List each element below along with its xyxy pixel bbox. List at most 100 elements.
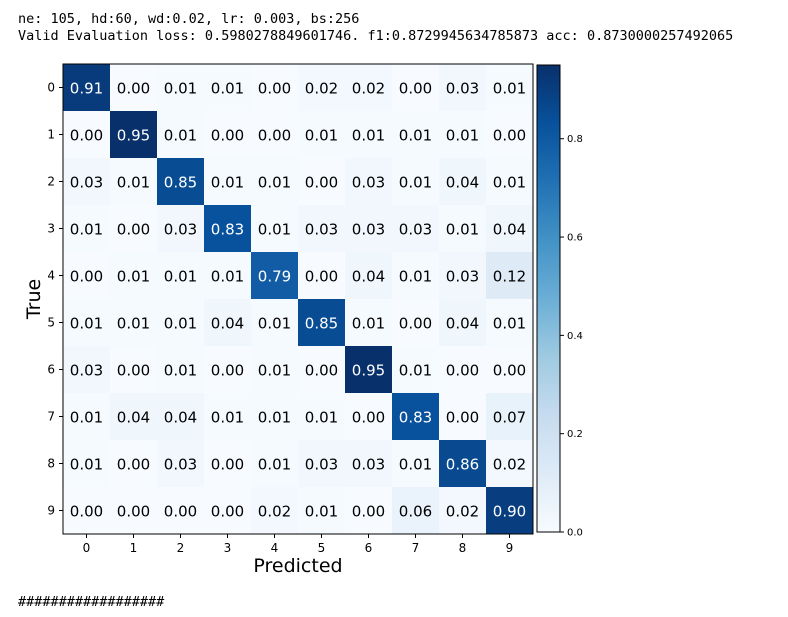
x-tick-label: 1 xyxy=(130,541,138,555)
cell-value-label: 0.00 xyxy=(446,409,479,427)
x-tick-label: 9 xyxy=(506,541,514,555)
cell-value-label: 0.01 xyxy=(352,127,385,145)
cell-value-label: 0.00 xyxy=(399,315,432,333)
colorbar-ticks: 0.0 0.2 0.4 0.6 0.8 xyxy=(560,134,583,539)
y-axis-ticks: 0 1 2 3 4 5 6 7 8 9 xyxy=(47,81,63,518)
cell-value-label: 0.00 xyxy=(70,503,103,521)
heatmap-cell xyxy=(345,158,392,205)
cell-value-label: 0.01 xyxy=(164,127,197,145)
heatmap-cells: 0.91 0.00 0.01 0.01 0.00 0.02 0.02 0.00 0.03 0.01… xyxy=(63,64,533,534)
cell-value-label: 0.01 xyxy=(305,409,338,427)
heatmap-cell xyxy=(157,393,204,440)
heatmap-cell xyxy=(251,299,298,346)
heatmap-cell xyxy=(486,487,533,534)
cell-value-label: 0.01 xyxy=(258,221,291,239)
heatmap-cell xyxy=(439,440,486,487)
y-tick-label: 2 xyxy=(47,175,55,189)
x-tick-label: 6 xyxy=(365,541,373,555)
heatmap-cell xyxy=(63,205,110,252)
cell-value-label: 0.12 xyxy=(493,268,526,286)
cell-value-label: 0.01 xyxy=(117,174,150,192)
heatmap-cell xyxy=(298,111,345,158)
cell-value-label: 0.03 xyxy=(70,362,103,380)
y-tick-label: 9 xyxy=(47,504,55,518)
cell-value-label: 0.01 xyxy=(399,362,432,380)
heatmap-cell xyxy=(298,158,345,205)
heatmap-cell xyxy=(298,205,345,252)
heatmap-cell xyxy=(392,487,439,534)
x-tick-label: 7 xyxy=(412,541,420,555)
plot-frame xyxy=(62,63,534,535)
cell-value-label: 0.01 xyxy=(258,362,291,380)
cell-value-label: 0.04 xyxy=(164,409,197,427)
y-tick-label: 6 xyxy=(47,363,55,377)
cell-value-label: 0.01 xyxy=(399,127,432,145)
heatmap-cell xyxy=(486,111,533,158)
heatmap-cell xyxy=(345,299,392,346)
heatmap-cell xyxy=(486,393,533,440)
colorbar-tick-label: 0.6 xyxy=(567,233,583,244)
heatmap-cell xyxy=(251,393,298,440)
cell-value-label: 0.01 xyxy=(70,221,103,239)
heatmap-cell xyxy=(63,393,110,440)
heatmap-cell xyxy=(298,487,345,534)
cell-value-label: 0.91 xyxy=(70,80,103,98)
cell-value-label: 0.00 xyxy=(493,127,526,145)
cell-value-label: 0.90 xyxy=(493,503,526,521)
heatmap-cell xyxy=(157,158,204,205)
cell-value-label: 0.01 xyxy=(258,315,291,333)
heatmap-cell xyxy=(157,487,204,534)
cell-value-label: 0.04 xyxy=(211,315,244,333)
heatmap-cell xyxy=(251,487,298,534)
cell-value-label: 0.01 xyxy=(258,174,291,192)
heatmap-cell xyxy=(204,393,251,440)
heatmap-cell xyxy=(157,111,204,158)
y-tick-label: 8 xyxy=(47,457,55,471)
cell-value-label: 0.01 xyxy=(164,268,197,286)
heatmap-cell xyxy=(298,252,345,299)
heatmap-cell xyxy=(392,346,439,393)
cell-value-label: 0.00 xyxy=(305,174,338,192)
heatmap-cell xyxy=(110,440,157,487)
heatmap-cell xyxy=(486,440,533,487)
heatmap-cell xyxy=(345,111,392,158)
heatmap-cell xyxy=(204,64,251,111)
heatmap-cell xyxy=(345,440,392,487)
heatmap-cell xyxy=(63,158,110,205)
cell-value-label: 0.01 xyxy=(446,127,479,145)
colorbar-tick-label: 0.4 xyxy=(567,331,583,342)
heatmap-cell xyxy=(439,393,486,440)
cell-value-label: 0.01 xyxy=(117,268,150,286)
cell-value-label: 0.01 xyxy=(211,268,244,286)
heatmap-cell xyxy=(204,346,251,393)
heatmap-cell xyxy=(63,252,110,299)
cell-value-label: 0.03 xyxy=(352,456,385,474)
heatmap-cell xyxy=(345,252,392,299)
y-tick-label: 4 xyxy=(47,269,55,283)
heatmap-cell xyxy=(439,205,486,252)
cell-value-label: 0.00 xyxy=(117,221,150,239)
cell-value-label: 0.03 xyxy=(399,221,432,239)
cell-value-label: 0.00 xyxy=(305,268,338,286)
heatmap-cell xyxy=(251,346,298,393)
cell-value-label: 0.01 xyxy=(211,174,244,192)
heatmap-cell xyxy=(345,393,392,440)
cell-value-label: 0.00 xyxy=(117,80,150,98)
cell-value-label: 0.07 xyxy=(493,409,526,427)
heatmap-cell xyxy=(392,158,439,205)
cell-value-label: 0.00 xyxy=(305,362,338,380)
heatmap-cell xyxy=(204,252,251,299)
cell-value-label: 0.02 xyxy=(352,80,385,98)
cell-value-label: 0.02 xyxy=(446,503,479,521)
cell-value-label: 0.04 xyxy=(352,268,385,286)
cell-value-label: 0.00 xyxy=(211,127,244,145)
cell-value-label: 0.01 xyxy=(258,409,291,427)
x-axis-ticks: 0 1 2 3 4 5 6 7 8 9 xyxy=(83,534,514,555)
heatmap-cell xyxy=(392,64,439,111)
heatmap-cell xyxy=(345,487,392,534)
cell-value-label: 0.04 xyxy=(446,174,479,192)
cell-value-label: 0.01 xyxy=(211,80,244,98)
heatmap-cell xyxy=(251,252,298,299)
x-tick-label: 2 xyxy=(177,541,185,555)
colorbar-tick-label: 0.2 xyxy=(567,429,583,440)
